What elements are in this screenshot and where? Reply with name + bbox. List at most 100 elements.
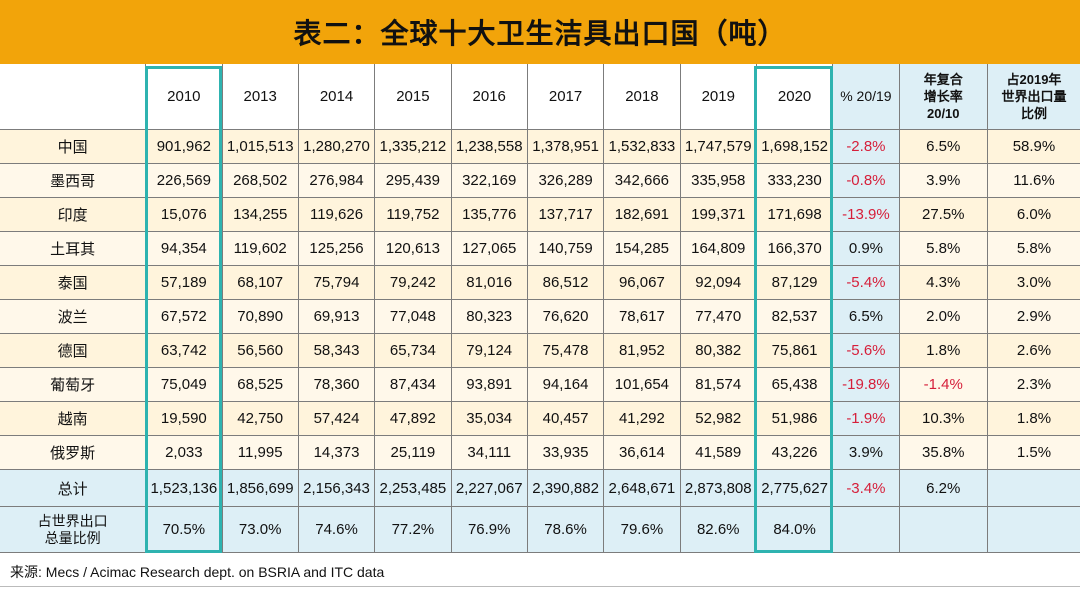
cagr-cell: 3.9% xyxy=(899,163,988,198)
total-value-cell: 2,648,671 xyxy=(603,469,681,507)
country-cell: 墨西哥 xyxy=(0,163,147,198)
value-cell: 92,094 xyxy=(680,265,757,300)
value-cell: 333,230 xyxy=(756,163,834,198)
value-cell: 14,373 xyxy=(298,435,376,470)
value-cell: 1,532,833 xyxy=(603,129,681,164)
share-cell: 11.6% xyxy=(987,163,1080,198)
share-cell: 1.8% xyxy=(987,401,1080,436)
pct-change-cell: 0.9% xyxy=(832,231,900,266)
header-share-line: 比例 xyxy=(1020,106,1047,121)
table-row: 越南 19,590 42,750 57,424 47,892 35,034 40,457 41… xyxy=(0,401,1080,436)
country-cell: 德国 xyxy=(0,333,147,368)
world-share-label-line: 占世界出口 xyxy=(37,512,108,529)
value-cell: 127,065 xyxy=(451,231,528,266)
header-country xyxy=(0,64,147,130)
header-row: 2010 2013 2014 2015 2016 2017 2018 2019 … xyxy=(0,64,1080,130)
pct-change-cell: -0.8% xyxy=(832,163,900,198)
value-cell: 119,626 xyxy=(298,197,376,232)
value-cell: 1,378,951 xyxy=(527,129,605,164)
value-cell: 87,129 xyxy=(756,265,834,300)
value-cell: 58,343 xyxy=(298,333,376,368)
total-share-cell xyxy=(987,469,1080,507)
value-cell: 51,986 xyxy=(756,401,834,436)
value-cell: 42,750 xyxy=(222,401,299,436)
value-cell: 134,255 xyxy=(222,197,299,232)
value-cell: 154,285 xyxy=(603,231,681,266)
value-cell: 82,537 xyxy=(756,299,834,334)
value-cell: 86,512 xyxy=(527,265,605,300)
value-cell: 335,958 xyxy=(680,163,757,198)
value-cell: 75,794 xyxy=(298,265,376,300)
value-cell: 78,360 xyxy=(298,367,376,402)
value-cell: 43,226 xyxy=(756,435,834,470)
country-cell: 土耳其 xyxy=(0,231,147,266)
country-cell: 俄罗斯 xyxy=(0,435,147,470)
value-cell: 35,034 xyxy=(451,401,528,436)
header-cagr-line: 年复合 xyxy=(923,72,963,87)
share-cell: 2.3% xyxy=(987,367,1080,402)
value-cell: 1,280,270 xyxy=(298,129,376,164)
cagr-cell: 27.5% xyxy=(899,197,988,232)
table-row: 波兰 67,572 70,890 69,913 77,048 80,323 76,620 78… xyxy=(0,299,1080,334)
value-cell: 11,995 xyxy=(222,435,299,470)
total-value-cell: 2,775,627 xyxy=(756,469,834,507)
value-cell: 75,478 xyxy=(527,333,605,368)
cagr-cell: 35.8% xyxy=(899,435,988,470)
country-cell: 泰国 xyxy=(0,265,147,300)
world-share-value-cell: 84.0% xyxy=(756,506,834,553)
share-cell: 6.0% xyxy=(987,197,1080,232)
total-value-cell: 2,253,485 xyxy=(374,469,452,507)
table-title: 表二：全球十大卫生洁具出口国（吨） xyxy=(0,0,1080,64)
pct-change-cell: 6.5% xyxy=(832,299,900,334)
value-cell: 68,525 xyxy=(222,367,299,402)
world-share-value-cell: 77.2% xyxy=(374,506,452,553)
pct-change-cell: -13.9% xyxy=(832,197,900,232)
value-cell: 322,169 xyxy=(451,163,528,198)
total-value-cell: 2,227,067 xyxy=(451,469,528,507)
value-cell: 52,982 xyxy=(680,401,757,436)
share-cell: 2.9% xyxy=(987,299,1080,334)
header-cagr: 年复合 增长率 20/10 xyxy=(899,64,988,130)
table-row: 土耳其 94,354 119,602 125,256 120,613 127,065 140… xyxy=(0,231,1080,266)
value-cell: 120,613 xyxy=(374,231,452,266)
world-share-value-cell: 79.6% xyxy=(603,506,681,553)
bottom-divider xyxy=(0,586,1080,587)
header-year: 2015 xyxy=(374,64,452,130)
value-cell: 63,742 xyxy=(145,333,223,368)
total-value-cell: 2,873,808 xyxy=(680,469,757,507)
value-cell: 87,434 xyxy=(374,367,452,402)
world-share-label-line: 总量比例 xyxy=(44,529,101,546)
value-cell: 70,890 xyxy=(222,299,299,334)
country-cell: 越南 xyxy=(0,401,147,436)
value-cell: 1,747,579 xyxy=(680,129,757,164)
total-label: 总计 xyxy=(0,469,147,507)
value-cell: 67,572 xyxy=(145,299,223,334)
value-cell: 81,016 xyxy=(451,265,528,300)
value-cell: 1,015,513 xyxy=(222,129,299,164)
total-row: 总计 1,523,136 1,856,699 2,156,343 2,253,485 2,… xyxy=(0,469,1080,507)
cagr-cell: -1.4% xyxy=(899,367,988,402)
table-row: 葡萄牙 75,049 68,525 78,360 87,434 93,891 94,164 1… xyxy=(0,367,1080,402)
value-cell: 65,734 xyxy=(374,333,452,368)
total-cagr-cell: 6.2% xyxy=(899,469,988,507)
value-cell: 94,164 xyxy=(527,367,605,402)
share-cell: 58.9% xyxy=(987,129,1080,164)
value-cell: 47,892 xyxy=(374,401,452,436)
value-cell: 78,617 xyxy=(603,299,681,334)
value-cell: 199,371 xyxy=(680,197,757,232)
value-cell: 171,698 xyxy=(756,197,834,232)
value-cell: 164,809 xyxy=(680,231,757,266)
table-row: 印度 15,076 134,255 119,626 119,752 135,776 137,… xyxy=(0,197,1080,232)
total-value-cell: 1,523,136 xyxy=(145,469,223,507)
header-cagr-line: 增长率 xyxy=(923,89,963,104)
world-share-pct-cell xyxy=(832,506,900,553)
value-cell: 79,242 xyxy=(374,265,452,300)
value-cell: 276,984 xyxy=(298,163,376,198)
value-cell: 56,560 xyxy=(222,333,299,368)
value-cell: 166,370 xyxy=(756,231,834,266)
world-share-label: 占世界出口 总量比例 xyxy=(0,506,147,553)
header-year: 2020 xyxy=(756,64,834,130)
world-share-value-cell: 82.6% xyxy=(680,506,757,553)
value-cell: 119,602 xyxy=(222,231,299,266)
total-pct-cell: -3.4% xyxy=(832,469,900,507)
